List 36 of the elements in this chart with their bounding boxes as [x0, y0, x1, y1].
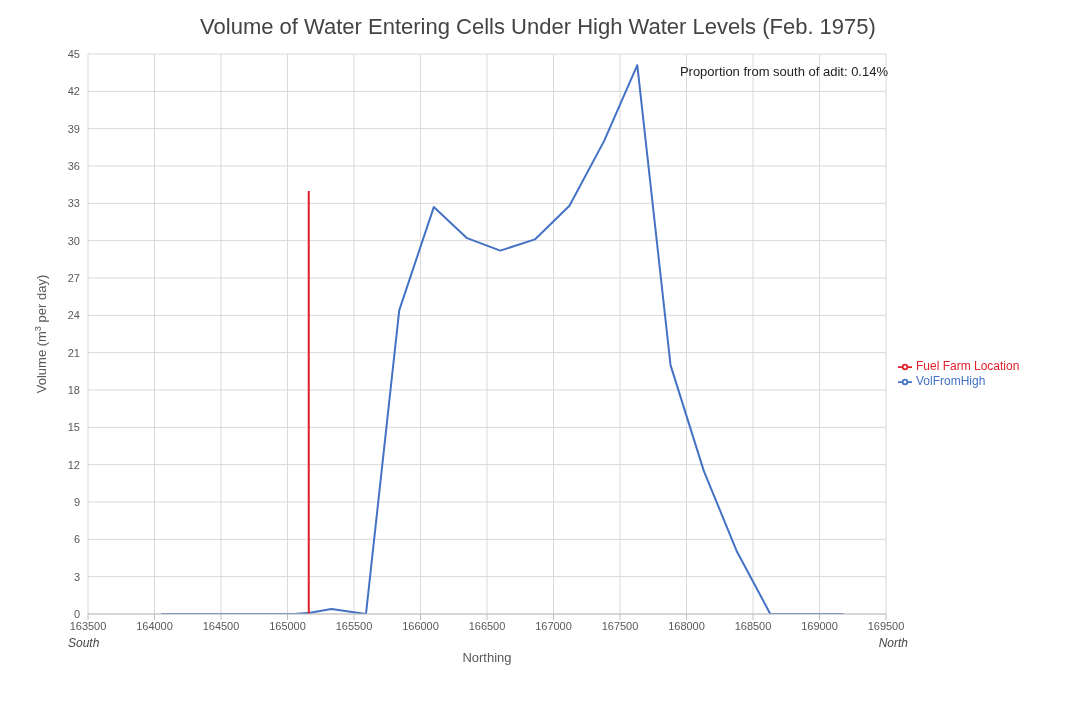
x-tick-label: 169000: [801, 619, 838, 632]
x-tick-label: 164500: [202, 619, 240, 632]
y-tick-label: 42: [67, 85, 80, 98]
y-tick-label: 15: [67, 421, 80, 434]
y-tick-label: 27: [67, 271, 80, 284]
y-tick-label: 36: [67, 159, 80, 172]
y-tick-label: 0: [73, 607, 80, 620]
x-tick-label: 164000: [136, 619, 173, 632]
x-tick-label: 168500: [734, 619, 772, 632]
legend-label: VolFromHigh: [916, 374, 986, 388]
x-axis-title: Northing: [462, 650, 512, 665]
x-tick-label: 165000: [269, 619, 306, 632]
text: South: [68, 636, 100, 650]
x-tick-label: 168000: [668, 619, 705, 632]
y-tick-label: 6: [73, 533, 80, 546]
x-tick-label: 166500: [468, 619, 506, 632]
y-tick-label: 18: [67, 383, 80, 396]
y-tick-label: 45: [67, 47, 80, 60]
legend-label: Fuel Farm Location: [916, 359, 1020, 374]
y-tick-label: 24: [67, 309, 80, 322]
x-tick-label: 167500: [601, 619, 639, 632]
y-tick-label: 39: [67, 122, 80, 135]
chart-title: Volume of Water Entering Cells Under High Water Levels (Feb. 1975): [199, 13, 877, 41]
y-tick-label: 12: [67, 458, 80, 471]
x-tick-label: 167000: [535, 619, 572, 632]
y-tick-label: 21: [67, 346, 80, 359]
y-tick-label: 9: [73, 495, 80, 508]
x-tick-label: 165500: [335, 619, 373, 632]
y-tick-label: 3: [73, 570, 80, 583]
x-tick-label: 169500: [867, 619, 905, 632]
y-tick-label: 33: [67, 197, 80, 210]
x-tick-label: 163500: [69, 619, 107, 632]
annotation: Proportion from south of adit: 0.14%: [678, 64, 888, 79]
y-tick-label: 30: [67, 234, 80, 247]
x-tick-label: 166000: [402, 619, 439, 632]
text: North: [877, 636, 908, 650]
